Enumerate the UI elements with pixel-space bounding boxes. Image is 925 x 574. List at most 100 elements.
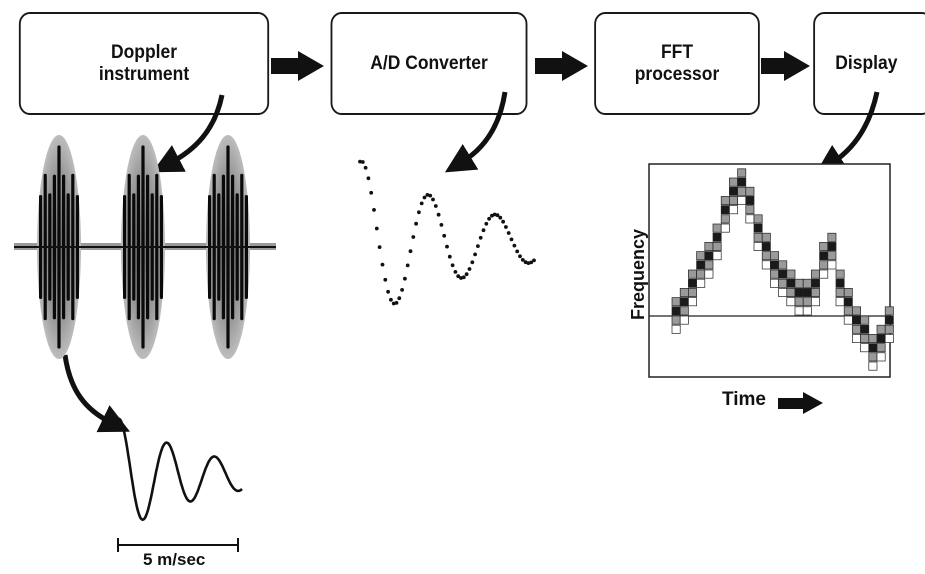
spectrum-cell <box>819 269 829 279</box>
sample-dot <box>417 210 421 215</box>
spectrum-cell <box>778 278 788 288</box>
spectrum-cell <box>745 205 755 215</box>
spectrum-cell <box>770 260 779 270</box>
sample-dot <box>439 223 444 227</box>
display-block: Display <box>813 12 925 115</box>
spectrum-cell <box>753 232 763 242</box>
spectrum-cell <box>794 278 804 288</box>
spectrum-cell <box>679 288 689 297</box>
sample-dot <box>422 195 427 200</box>
spectrum-cell <box>786 297 796 307</box>
sample-dot <box>495 213 500 218</box>
spectrum-cell <box>688 269 697 279</box>
spectrum-cell <box>696 278 706 288</box>
spectrum-cell <box>786 269 796 279</box>
sample-dot <box>431 197 435 202</box>
spectrum-cell <box>737 168 747 178</box>
spectrum-cell <box>770 269 779 279</box>
sample-dot <box>445 244 449 249</box>
sample-dot <box>520 258 525 262</box>
sample-dot <box>501 219 505 224</box>
sample-dot <box>529 260 534 265</box>
spectrum-cell <box>770 251 779 261</box>
sample-dot <box>369 190 374 195</box>
spectrum-cell <box>761 232 771 242</box>
spectrum-cell <box>835 288 845 297</box>
sample-dot <box>509 237 514 242</box>
spectrum-cell <box>794 297 804 307</box>
spectrum-cell <box>868 352 878 362</box>
spectrum-cell <box>696 260 706 270</box>
spectrum-cell <box>827 251 837 261</box>
curved-arrow-icon <box>62 354 131 433</box>
spectrum-cell <box>712 242 722 251</box>
display-label: Display <box>835 52 898 74</box>
sample-dot <box>467 267 472 271</box>
spectrum-cell <box>811 278 820 288</box>
doppler-output-waveform <box>117 417 243 522</box>
sample-dot <box>506 231 511 235</box>
right-arrow-icon <box>535 51 588 81</box>
sample-dot <box>453 270 458 274</box>
sample-dot <box>397 296 402 301</box>
sample-dot <box>358 159 362 164</box>
spectrum-cell <box>745 196 755 205</box>
spectrum-cell <box>794 306 804 316</box>
fft-processor-block: FFT processor <box>594 12 760 115</box>
spectrum-cell <box>868 361 878 371</box>
spectrum-cell <box>753 223 763 233</box>
sample-dot <box>478 235 483 240</box>
spectrum-cell <box>827 232 837 242</box>
spectrum-cell <box>729 177 738 187</box>
sample-dot <box>532 258 536 263</box>
sample-dot <box>433 204 438 208</box>
right-arrow-icon <box>271 51 324 81</box>
sample-dot <box>436 212 441 217</box>
spectrum-cell <box>852 306 861 316</box>
time-scale-label: 5 m/sec <box>143 550 206 569</box>
sample-dot <box>363 165 368 170</box>
spectrum-cell <box>884 324 894 334</box>
sample-dot <box>414 221 418 226</box>
sample-dot <box>518 254 522 259</box>
sample-dot <box>405 263 410 268</box>
sample-dot <box>456 274 461 279</box>
sample-dot <box>411 235 416 239</box>
spectrum-cell <box>679 297 689 307</box>
digitized-waveform <box>358 159 536 306</box>
curved-arrow-icon <box>815 91 880 174</box>
spectrum-cell <box>729 205 738 215</box>
spectrum-cell <box>753 242 763 251</box>
spectrum-cell <box>884 306 894 316</box>
spectrum-cell <box>761 251 771 261</box>
sample-dot <box>380 262 385 267</box>
curved-arrow-icon <box>444 91 508 173</box>
spectrum-cell <box>770 278 779 288</box>
sample-dot <box>389 297 393 302</box>
spectrum-cell <box>737 177 747 187</box>
sample-dot <box>394 301 399 305</box>
spectrum-cell <box>688 288 697 297</box>
spectrum-cell <box>835 278 845 288</box>
frequency-axis-label: Frequency <box>628 228 648 320</box>
spectrum-cell <box>852 315 861 325</box>
sample-dot <box>450 263 455 268</box>
spectrum-cell <box>671 297 681 307</box>
right-arrow-icon <box>761 51 810 81</box>
time-scale-bar <box>117 538 239 552</box>
spectrum-cell <box>786 288 796 297</box>
time-arrow-icon <box>778 392 823 414</box>
spectrum-cell <box>671 306 681 316</box>
spectrum-cell <box>720 205 730 215</box>
spectrum-cell <box>786 278 796 288</box>
curved-arrow-icon <box>152 94 225 173</box>
spectrum-cell <box>745 214 755 224</box>
spectrum-cell <box>843 297 853 307</box>
spectrum-cell <box>876 324 886 334</box>
spectrum-cell <box>876 343 886 353</box>
spectrum-cell <box>688 297 697 307</box>
spectrum-cell <box>819 242 829 251</box>
spectrum-cell <box>811 288 820 297</box>
spectrum-cell <box>835 297 845 307</box>
